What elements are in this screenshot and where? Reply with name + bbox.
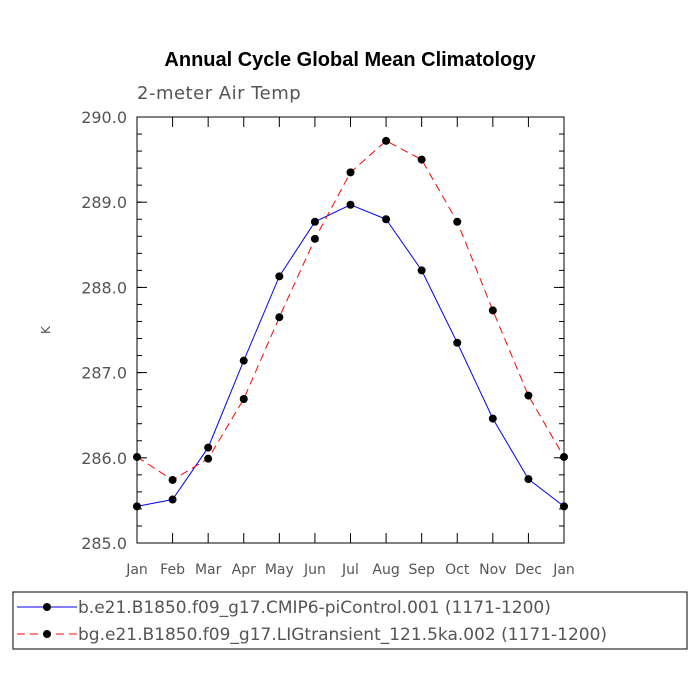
x-tick-label: Jan: [552, 562, 575, 578]
legend-marker-2: [43, 630, 51, 638]
data-point: [346, 168, 355, 177]
series-line-1: [136, 204, 565, 507]
data-point: [133, 502, 141, 511]
data-point: [453, 217, 462, 226]
data-point: [488, 414, 497, 423]
y-axis-label: K: [39, 325, 53, 334]
x-tick-label: Jan: [125, 562, 148, 578]
data-point: [239, 356, 248, 365]
series-line-2: [136, 140, 565, 481]
x-tick-label: Jun: [303, 562, 326, 578]
series-lines: [136, 140, 565, 507]
x-tick-label: Feb: [160, 562, 185, 578]
x-tick-label: May: [265, 562, 294, 578]
x-tick-label: Oct: [445, 562, 470, 578]
chart-subtitle: 2-meter Air Temp: [137, 83, 301, 104]
data-point: [488, 306, 497, 315]
legend: b.e21.B1850.f09_g17.CMIP6-piControl.001 …: [17, 598, 607, 645]
y-tick-label: 287.0: [81, 364, 127, 383]
chart-title: Annual Cycle Global Mean Climatology: [164, 49, 536, 71]
data-point: [133, 452, 141, 461]
data-point: [168, 495, 177, 504]
x-tick-label: Mar: [195, 562, 222, 578]
data-point: [239, 395, 248, 404]
data-point: [346, 200, 355, 209]
data-point: [560, 452, 568, 461]
data-point: [204, 443, 213, 452]
x-tick-label: Apr: [232, 562, 256, 578]
x-tick-label: Aug: [372, 562, 399, 578]
data-point: [524, 391, 533, 400]
data-point: [453, 338, 462, 347]
x-tick-label: Dec: [515, 562, 542, 578]
y-tick-label: 289.0: [81, 193, 127, 212]
y-tick-label: 285.0: [81, 534, 127, 553]
x-tick-label: Nov: [479, 562, 506, 578]
y-tick-label: 286.0: [81, 449, 127, 468]
x-tick-label: Jul: [341, 562, 359, 578]
x-tick-label: Sep: [408, 562, 435, 578]
data-point: [417, 155, 426, 164]
y-tick-label: 288.0: [81, 278, 127, 297]
data-point: [382, 136, 391, 145]
plot-frame: [136, 116, 565, 544]
data-point: [275, 272, 284, 281]
data-point: [310, 217, 319, 226]
data-point: [204, 454, 213, 463]
data-point: [310, 234, 319, 243]
data-point: [524, 475, 533, 484]
legend-marker-1: [43, 603, 51, 611]
axis-ticks: 285.0 286.0 287.0 288.0 289.0 290.0 Jan Feb Mar A…: [81, 108, 575, 578]
legend-label-2: bg.e21.B1850.f09_g17.LIGtransient_121.5k…: [78, 625, 607, 645]
series-points: [133, 136, 568, 511]
legend-box: [12, 591, 688, 650]
legend-label-1: b.e21.B1850.f09_g17.CMIP6-piControl.001 …: [78, 598, 551, 618]
y-tick-label: 290.0: [81, 108, 127, 127]
data-point: [560, 502, 568, 511]
data-point: [382, 215, 391, 224]
data-point: [275, 313, 284, 322]
data-point: [168, 475, 177, 484]
data-point: [417, 266, 426, 275]
